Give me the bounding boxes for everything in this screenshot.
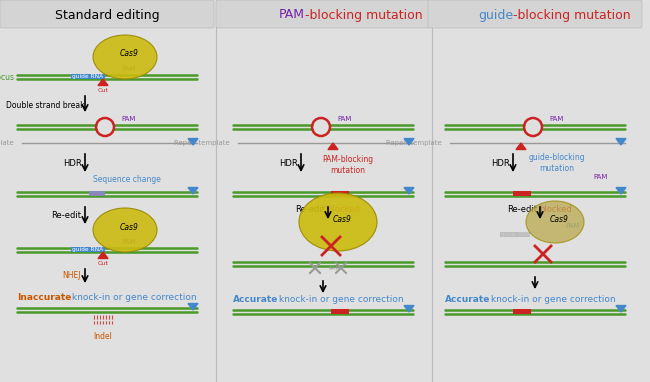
FancyBboxPatch shape (428, 0, 642, 28)
Text: guide RNA: guide RNA (72, 74, 103, 79)
Text: Cas9: Cas9 (120, 50, 138, 58)
Text: PAM: PAM (593, 174, 607, 180)
Text: guide-blocking
mutation: guide-blocking mutation (528, 153, 585, 173)
Ellipse shape (299, 193, 377, 251)
Polygon shape (616, 139, 626, 145)
Text: HDR: HDR (280, 159, 298, 167)
Bar (89, 191, 105, 196)
Text: Re-edit: Re-edit (507, 206, 537, 215)
Text: HDR: HDR (63, 159, 82, 167)
Polygon shape (188, 139, 198, 145)
Polygon shape (404, 306, 414, 312)
Ellipse shape (93, 35, 157, 79)
Text: knock-in or gene correction: knock-in or gene correction (276, 295, 404, 304)
Bar (71, 74, 105, 79)
Text: PAM: PAM (121, 116, 135, 122)
Text: Repair template: Repair template (386, 140, 442, 146)
Text: Double strand break: Double strand break (6, 100, 85, 110)
Text: Inaccurate: Inaccurate (17, 293, 72, 301)
Text: PAM-blocking
mutation: PAM-blocking mutation (322, 155, 374, 175)
Text: Cut: Cut (98, 88, 109, 93)
Text: Repair template: Repair template (174, 140, 230, 146)
Polygon shape (616, 306, 626, 312)
Text: Repair template: Repair template (0, 140, 14, 146)
Polygon shape (188, 188, 198, 194)
Text: PAM: PAM (121, 239, 135, 245)
Polygon shape (98, 79, 108, 86)
Text: Re-edit: Re-edit (295, 206, 325, 215)
Polygon shape (516, 143, 526, 149)
Text: PAM: PAM (279, 8, 305, 21)
Bar (500, 232, 530, 237)
Text: PAM: PAM (337, 116, 352, 122)
Bar (331, 191, 349, 196)
Bar (513, 191, 531, 196)
Text: guide RNA: guide RNA (72, 247, 103, 252)
Text: Indel: Indel (94, 332, 112, 341)
Text: Accurate: Accurate (445, 295, 490, 304)
Bar (513, 309, 531, 314)
Polygon shape (98, 252, 108, 259)
Text: blocked: blocked (539, 206, 572, 215)
Bar (71, 247, 105, 252)
Text: Cas9: Cas9 (333, 215, 352, 223)
Text: Accurate: Accurate (233, 295, 278, 304)
Text: HDR: HDR (491, 159, 510, 167)
Polygon shape (188, 304, 198, 310)
FancyBboxPatch shape (0, 0, 214, 28)
Text: PAM: PAM (565, 223, 579, 229)
Text: Sequence change: Sequence change (93, 175, 161, 185)
Polygon shape (404, 139, 414, 145)
Bar (331, 309, 349, 314)
Ellipse shape (526, 201, 584, 243)
Text: NHEJ: NHEJ (62, 272, 81, 280)
Polygon shape (404, 188, 414, 194)
Text: Re-edit: Re-edit (51, 212, 81, 220)
Text: -blocking mutation: -blocking mutation (513, 8, 630, 21)
Polygon shape (616, 188, 626, 194)
Text: knock-in or gene correction: knock-in or gene correction (69, 293, 196, 301)
Text: PAM: PAM (121, 66, 135, 72)
Ellipse shape (93, 208, 157, 252)
Text: guide: guide (478, 8, 513, 21)
Text: Standard editing: Standard editing (55, 8, 159, 21)
Text: Cas9: Cas9 (120, 222, 138, 231)
Text: Cas9: Cas9 (549, 215, 569, 223)
Text: blocked: blocked (327, 206, 359, 215)
Text: Cut: Cut (98, 261, 109, 266)
Text: -blocking mutation: -blocking mutation (305, 8, 422, 21)
Polygon shape (328, 143, 338, 149)
Text: Genomic locus: Genomic locus (0, 73, 14, 81)
Text: PAM: PAM (549, 116, 564, 122)
Text: guide RNA: guide RNA (500, 232, 529, 237)
Text: PAM: PAM (328, 265, 341, 270)
Text: knock-in or gene correction: knock-in or gene correction (488, 295, 616, 304)
FancyBboxPatch shape (216, 0, 430, 28)
